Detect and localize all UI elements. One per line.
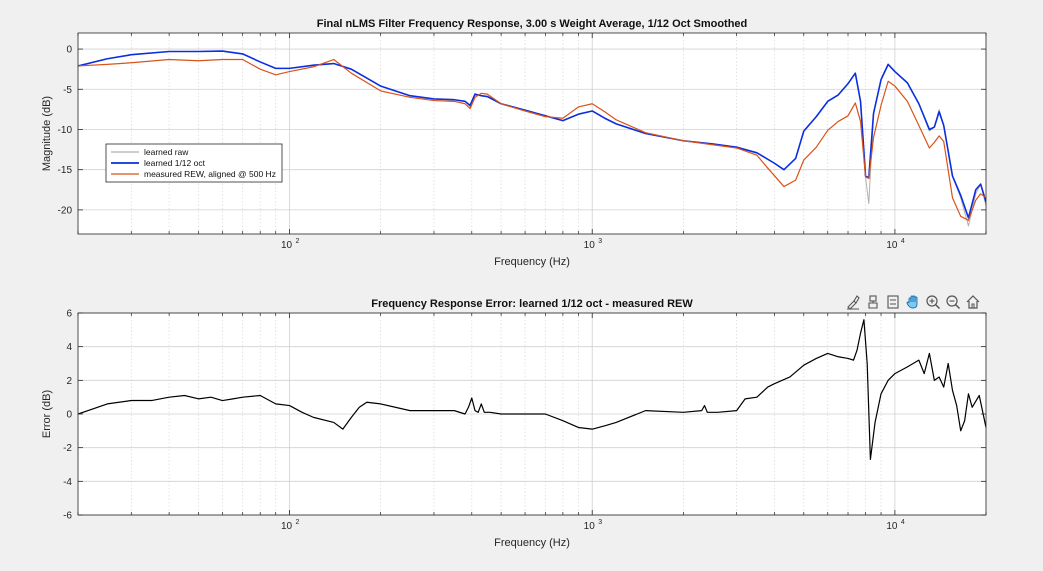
- x-tick-exponent: 4: [901, 238, 905, 245]
- zoom-out-button[interactable]: [943, 292, 963, 312]
- x-tick-label: 10: [281, 521, 293, 532]
- y-tick-label: -2: [63, 443, 72, 454]
- chart-title: Frequency Response Error: learned 1/12 o…: [371, 298, 693, 310]
- legend-button[interactable]: [883, 292, 903, 312]
- zoom-in-icon: [926, 295, 941, 310]
- y-tick-label: -6: [63, 511, 72, 522]
- zoom-in-button[interactable]: [923, 292, 943, 312]
- plot-area: [78, 33, 986, 234]
- series-line-error[interactable]: [78, 319, 986, 461]
- chart-title: Final nLMS Filter Frequency Response, 3.…: [317, 18, 748, 30]
- x-tick-label: 10: [584, 240, 596, 251]
- x-tick-exponent: 2: [296, 519, 300, 526]
- pan-icon: [906, 295, 918, 309]
- legend-label-learned_raw: learned raw: [144, 147, 189, 157]
- y-axis-label: Error (dB): [41, 390, 53, 438]
- x-axis-label: Frequency (Hz): [494, 256, 570, 268]
- y-tick-label: 4: [66, 342, 72, 353]
- legend-label-measured: measured REW, aligned @ 500 Hz: [144, 169, 276, 179]
- y-tick-label: 0: [66, 410, 72, 421]
- x-tick-label: 10: [281, 240, 293, 251]
- series-line-measured[interactable]: [78, 58, 986, 221]
- y-tick-label: 6: [66, 309, 72, 320]
- axes-toolbar: [843, 291, 983, 313]
- y-tick-label: -4: [63, 477, 72, 488]
- series-group: [78, 50, 986, 227]
- home-icon: [966, 295, 980, 309]
- y-tick-label: 0: [66, 45, 72, 56]
- x-tick-label: 10: [886, 521, 898, 532]
- y-axis-label: Magnitude (dB): [41, 96, 53, 171]
- x-tick-exponent: 4: [901, 519, 905, 526]
- home-button[interactable]: [963, 292, 983, 312]
- axes-box: [77, 32, 987, 235]
- y-tick-label: -10: [58, 125, 73, 136]
- brush-icon: [847, 295, 860, 310]
- y-tick-label: -20: [58, 205, 73, 216]
- y-tick-label: -15: [58, 165, 73, 176]
- pan-button[interactable]: [903, 292, 923, 312]
- x-tick-exponent: 3: [598, 519, 602, 526]
- y-tick-label: -5: [63, 85, 72, 96]
- x-axis-label: Frequency (Hz): [494, 537, 570, 549]
- data-tips-button[interactable]: [863, 292, 883, 312]
- legend-label-learned_smooth: learned 1/12 oct: [144, 158, 206, 168]
- x-tick-exponent: 3: [598, 238, 602, 245]
- x-tick-label: 10: [886, 240, 898, 251]
- brush-button[interactable]: [843, 292, 863, 312]
- series-group: [78, 319, 986, 461]
- data-tips-icon: [868, 295, 878, 309]
- x-tick-exponent: 2: [296, 238, 300, 245]
- y-tick-label: 2: [66, 376, 72, 387]
- x-tick-label: 10: [584, 521, 596, 532]
- zoom-out-icon: [946, 295, 961, 310]
- legend-icon: [887, 295, 899, 309]
